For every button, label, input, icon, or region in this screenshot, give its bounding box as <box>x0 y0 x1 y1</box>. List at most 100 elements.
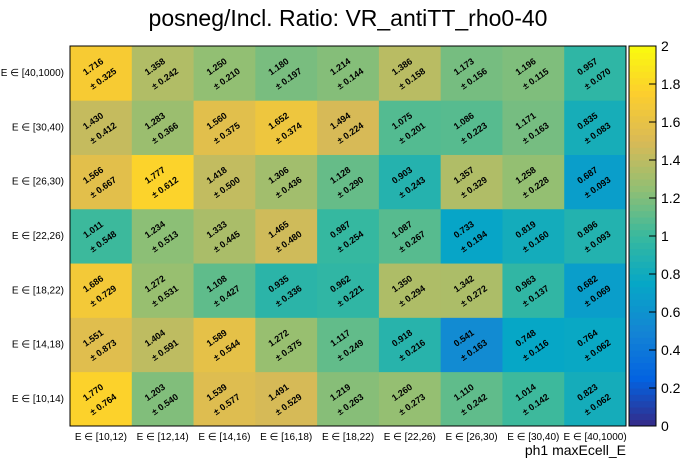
color-scale-step <box>629 318 656 326</box>
heatmap-cell <box>193 154 256 210</box>
color-scale-step <box>629 71 656 79</box>
color-scale-step <box>629 46 656 53</box>
y-tick-label: E ∈ [10,14) <box>12 394 64 405</box>
color-scale-step <box>629 179 656 186</box>
heatmap-cell <box>564 100 627 155</box>
heatmap-cell <box>70 208 133 264</box>
color-scale-step <box>629 103 656 110</box>
heatmap-cell <box>502 317 565 373</box>
y-tick-label: E ∈ [26,30) <box>12 177 64 188</box>
color-scale-step <box>629 388 656 395</box>
color-scale-step <box>629 274 656 281</box>
heatmap-cell <box>131 263 194 318</box>
heatmap-cell <box>70 100 133 155</box>
color-scale-step <box>629 280 656 288</box>
heatmap-cell <box>378 46 442 101</box>
heatmap-cell <box>193 100 256 155</box>
heatmap-cell <box>131 100 194 155</box>
color-scale-step <box>629 248 656 256</box>
color-scale-step <box>629 242 656 250</box>
color-scale-step <box>629 147 656 155</box>
heatmap-cell <box>502 100 565 155</box>
x-tick-label: E ∈ [12,14) <box>137 432 189 443</box>
color-scale-step <box>629 267 656 275</box>
heatmap-cell <box>193 317 256 373</box>
y-tick-labels: E ∈ [10,14) E ∈ [14,18) E ∈ [18,22) E ∈ [22… <box>1 68 64 405</box>
y-tick-label: E ∈ [18,22) <box>12 285 64 296</box>
heatmap-cell <box>378 100 442 155</box>
heatmap-cell <box>255 371 318 427</box>
color-scale-step <box>629 305 656 313</box>
x-tick-label: E ∈ [40,1000) <box>564 432 627 443</box>
color-scale-step <box>629 58 656 66</box>
heatmap-cell <box>564 317 627 373</box>
heatmap-cell <box>131 317 194 373</box>
color-scale-tick-label: 1 <box>661 228 669 244</box>
color-scale-step <box>629 223 656 231</box>
color-scale-ticks: 0 0.2 0.4 0.6 0.8 1 1.2 1.4 1.6 1.8 2 <box>649 38 681 434</box>
heatmap-cell <box>440 154 503 210</box>
x-tick-label: E ∈ [16,18) <box>260 432 312 443</box>
heatmap-cell <box>378 208 442 264</box>
color-scale-step <box>629 109 656 117</box>
color-scale-step <box>629 77 656 85</box>
heatmap-cell <box>378 154 442 210</box>
x-tick-labels: E ∈ [10,12) E ∈ [12,14) E ∈ [14,16) E ∈ [16… <box>75 432 627 443</box>
heatmap-cell <box>440 371 503 427</box>
color-scale-step <box>629 286 656 294</box>
heatmap-cell <box>440 208 503 264</box>
heatmap-cell <box>255 263 318 318</box>
color-scale-step <box>629 324 656 332</box>
color-scale-step <box>629 261 656 269</box>
heatmap-cell <box>70 154 133 210</box>
color-scale-step <box>629 172 656 180</box>
color-scale-tick-label: 0.4 <box>661 342 681 358</box>
heatmap-cell <box>317 317 380 373</box>
color-scale-step <box>629 413 656 421</box>
heatmap-cell <box>193 263 256 318</box>
heatmap-cell <box>378 371 442 427</box>
color-scale-step <box>629 191 656 199</box>
color-scale-tick-label: 0.6 <box>661 304 681 320</box>
x-axis-label: ph1 maxEcell_E <box>525 442 626 458</box>
heatmap-cell <box>131 46 194 101</box>
heatmap-cell <box>564 371 627 427</box>
heatmap-cell <box>255 46 318 101</box>
color-scale-step <box>629 362 656 370</box>
color-scale-step <box>629 337 656 345</box>
x-tick-label: E ∈ [26,30) <box>446 432 498 443</box>
heatmap-cell <box>193 208 256 264</box>
heatmap-cell <box>255 100 318 155</box>
heatmap-cell <box>564 46 627 101</box>
heatmap-cell <box>378 263 442 318</box>
heatmap-cell <box>564 263 627 318</box>
color-scale-step <box>629 96 656 104</box>
color-scale-step <box>629 160 656 167</box>
color-scale-step <box>629 198 656 205</box>
plot-frame <box>69 45 627 427</box>
heatmap-cell <box>502 371 565 427</box>
color-scale-step <box>629 217 656 224</box>
heatmap-cell <box>70 263 133 318</box>
heatmap-cell <box>131 154 194 210</box>
color-scale-step <box>629 134 656 142</box>
color-scale-bar <box>628 45 657 427</box>
heatmap-cell <box>317 46 380 101</box>
heatmap-cell <box>255 317 318 373</box>
color-scale-step <box>629 331 656 338</box>
x-tick-label: E ∈ [18,22) <box>322 432 374 443</box>
heatmap-cell <box>255 154 318 210</box>
color-scale-step <box>629 407 656 414</box>
color-scale-step <box>629 293 656 300</box>
y-tick-label: E ∈ [14,18) <box>12 340 64 351</box>
heatmap-cell <box>193 46 256 101</box>
color-scale-step <box>629 153 656 161</box>
heatmap-cell <box>378 317 442 373</box>
heatmap-cell <box>317 208 380 264</box>
heatmap-cell <box>70 317 133 373</box>
color-scale-step <box>629 229 656 237</box>
color-scale-tick-label: 1.4 <box>661 152 681 168</box>
heatmap-cell <box>131 208 194 264</box>
heatmap-cell <box>440 263 503 318</box>
